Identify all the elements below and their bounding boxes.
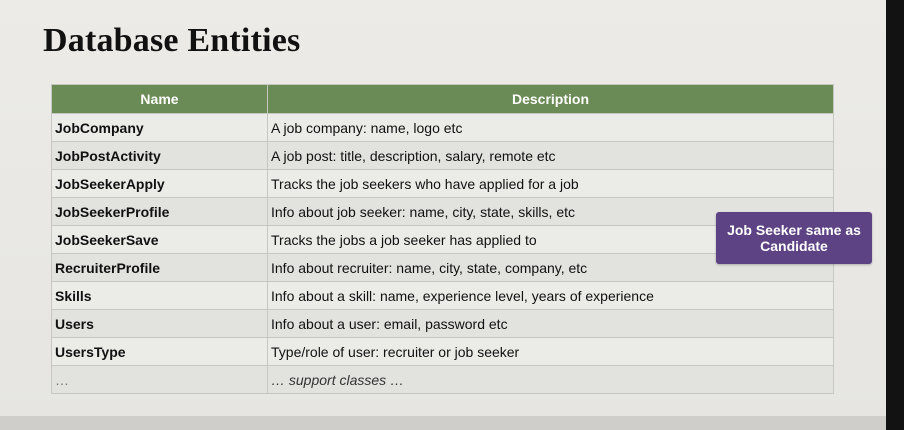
column-header-description: Description [267, 84, 834, 114]
entity-name: JobSeekerApply [51, 169, 268, 198]
entity-description: Info about a user: email, password etc [267, 309, 834, 338]
entity-name: Users [51, 309, 268, 338]
entity-description: Type/role of user: recruiter or job seek… [267, 337, 834, 366]
entity-name: Skills [51, 281, 268, 310]
entity-description: A job post: title, description, salary, … [267, 141, 834, 170]
entity-name: JobCompany [51, 113, 268, 142]
table-row: UsersType Type/role of user: recruiter o… [51, 337, 834, 366]
callout-text: Job Seeker same as Candidate [727, 222, 861, 254]
table-row: JobPostActivity A job post: title, descr… [51, 141, 834, 170]
callout-note: Job Seeker same as Candidate [716, 212, 872, 264]
table-row: Skills Info about a skill: name, experie… [51, 281, 834, 310]
page-title: Database Entities [43, 22, 301, 59]
table-row: Users Info about a user: email, password… [51, 309, 834, 338]
table-row: … … support classes … [51, 365, 834, 394]
entity-name: UsersType [51, 337, 268, 366]
column-header-name: Name [51, 84, 268, 114]
window-edge [886, 0, 904, 430]
entity-name: RecruiterProfile [51, 253, 268, 282]
entity-name: JobSeekerProfile [51, 197, 268, 226]
entity-description: Tracks the job seekers who have applied … [267, 169, 834, 198]
slide-bottom-edge [0, 416, 886, 430]
entity-description: A job company: name, logo etc [267, 113, 834, 142]
entity-name: JobSeekerSave [51, 225, 268, 254]
entity-name: JobPostActivity [51, 141, 268, 170]
entity-name: … [51, 365, 268, 394]
table-header-row: Name Description [51, 84, 834, 114]
table-row: JobSeekerApply Tracks the job seekers wh… [51, 169, 834, 198]
entity-description: Info about a skill: name, experience lev… [267, 281, 834, 310]
entity-description: … support classes … [267, 365, 834, 394]
table-row: JobCompany A job company: name, logo etc [51, 113, 834, 142]
